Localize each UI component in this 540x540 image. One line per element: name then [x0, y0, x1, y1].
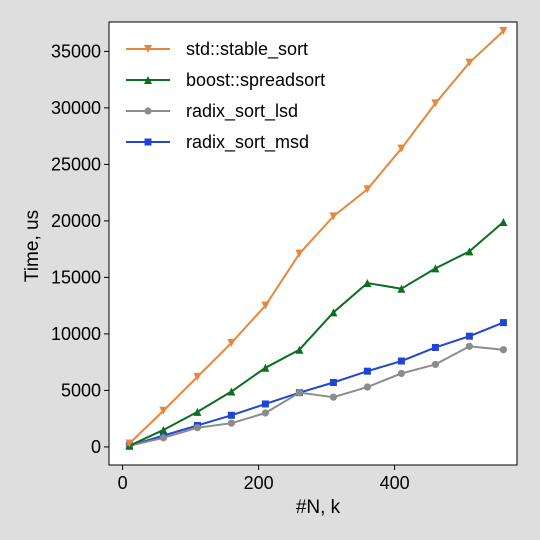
y-tick-label: 0 [91, 437, 101, 457]
series-std-stable-sort [125, 27, 508, 448]
y-tick-label: 15000 [51, 267, 101, 287]
legend-label: radix_sort_lsd [186, 101, 298, 122]
data-point [295, 389, 303, 397]
legend-label: boost::spreadsort [186, 70, 325, 90]
data-point [193, 372, 202, 381]
data-point [261, 301, 270, 310]
data-point [227, 419, 235, 427]
data-point [465, 247, 474, 256]
data-point [363, 279, 372, 288]
data-point [499, 319, 507, 327]
y-axis: 0 5000 10000 15000 20000 25000 30000 35000 [51, 41, 109, 457]
y-tick-label: 10000 [51, 324, 101, 344]
data-point [431, 99, 440, 108]
data-point [329, 212, 338, 221]
y-tick-label: 25000 [51, 154, 101, 174]
legend-marker [144, 45, 152, 53]
data-point [397, 284, 406, 293]
series-line [128, 221, 505, 447]
series-line [129, 321, 504, 447]
data-point [465, 342, 473, 350]
data-point [159, 434, 167, 442]
data-point [261, 363, 270, 372]
data-point [193, 407, 202, 416]
data-point [227, 338, 236, 347]
y-tick-label: 5000 [61, 380, 101, 400]
data-point [465, 58, 474, 67]
x-tick-label: 0 [118, 473, 128, 493]
data-point [431, 343, 439, 351]
data-point [499, 346, 507, 354]
data-point [397, 144, 406, 153]
data-point [159, 425, 168, 434]
legend-label: std::stable_sort [186, 39, 308, 60]
data-point [261, 409, 269, 417]
y-tick-label: 20000 [51, 211, 101, 231]
data-point [227, 411, 235, 419]
data-point [193, 424, 201, 432]
data-point [125, 439, 134, 448]
series-line [128, 30, 505, 445]
data-point [431, 264, 440, 273]
x-tick-label: 400 [380, 473, 410, 493]
data-point [397, 357, 405, 365]
legend: std::stable_sortboost::spreadsortradix_s… [126, 39, 325, 153]
data-point [329, 379, 337, 387]
legend-item: radix_sort_lsd [126, 101, 298, 122]
data-point [329, 308, 338, 317]
data-point [295, 345, 304, 354]
data-point [363, 185, 372, 194]
legend-marker [144, 138, 152, 146]
data-point [363, 383, 371, 391]
data-point [465, 332, 473, 340]
data-point [499, 27, 508, 36]
plot-area [108, 21, 518, 466]
data-point [431, 360, 439, 369]
legend-marker [144, 107, 152, 115]
data-point [499, 218, 508, 227]
data-point [329, 393, 337, 401]
data-point [295, 249, 304, 258]
legend-item: radix_sort_msd [126, 132, 309, 153]
legend-label: radix_sort_msd [186, 132, 309, 153]
legend-marker [144, 76, 152, 84]
data-point [261, 400, 269, 408]
y-tick-label: 35000 [51, 41, 101, 61]
x-axis: 0 200 400 [118, 465, 410, 493]
legend-item: std::stable_sort [126, 39, 308, 60]
x-axis-label: #N, k [296, 497, 341, 518]
data-point [397, 369, 405, 378]
series-line [129, 345, 504, 447]
x-tick-label: 200 [244, 473, 274, 493]
data-point [227, 387, 236, 396]
y-axis-label: Time, us [22, 210, 43, 282]
legend-item: boost::spreadsort [126, 70, 325, 90]
series-layer [125, 27, 508, 450]
y-tick-label: 30000 [51, 98, 101, 118]
data-point [363, 367, 371, 375]
data-point [159, 406, 168, 415]
